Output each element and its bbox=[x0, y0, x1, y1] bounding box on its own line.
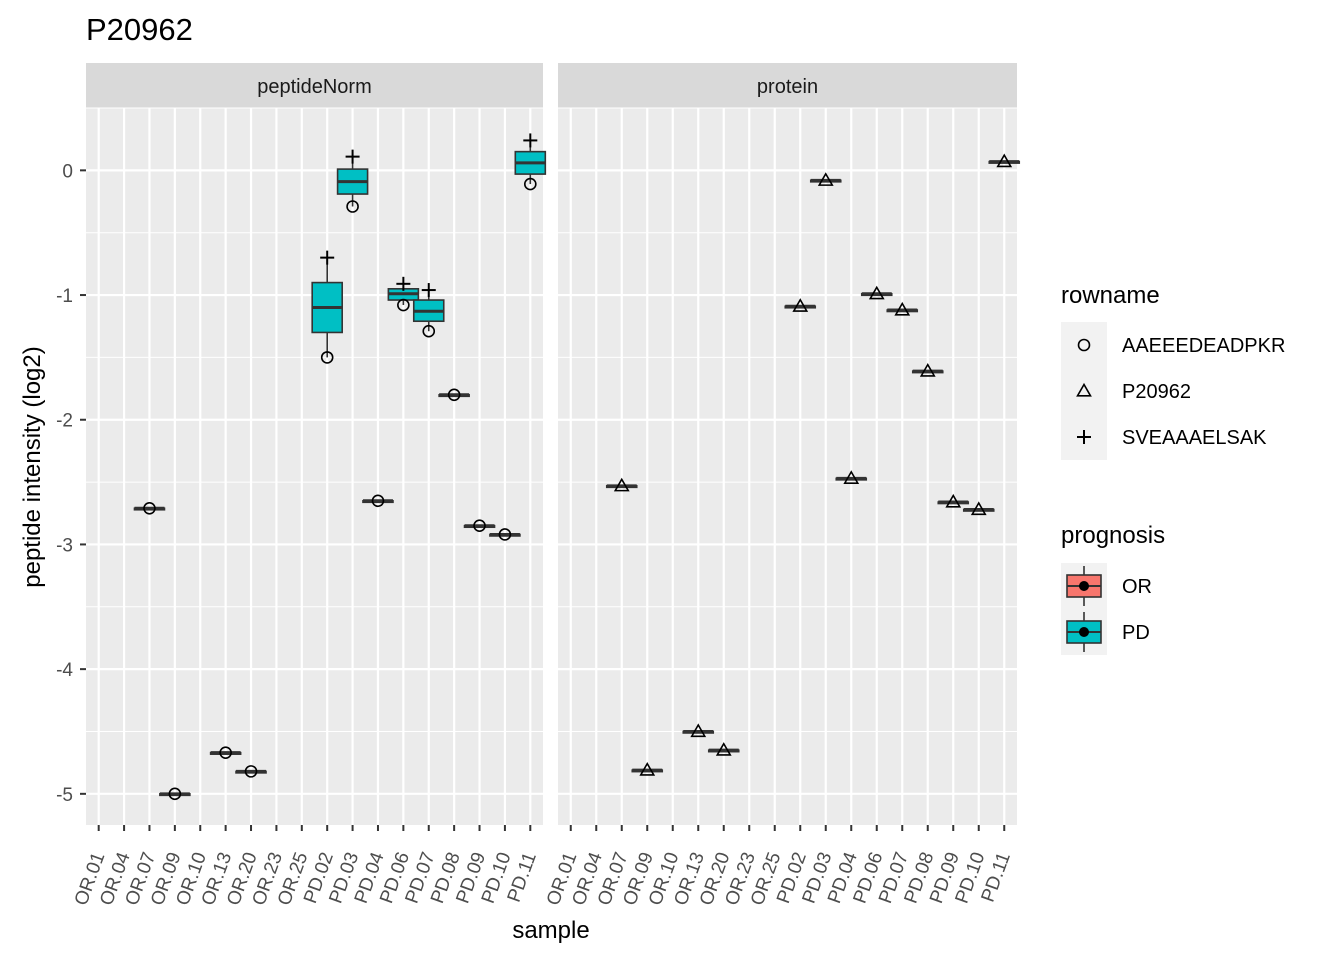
point-P20962 bbox=[690, 723, 707, 738]
legend-rowname-label: AAEEEDEADPKR bbox=[1122, 335, 1285, 357]
box-OR.07 bbox=[133, 501, 166, 515]
point-P20962 bbox=[970, 501, 987, 516]
point-P20962 bbox=[919, 363, 936, 377]
point-AAEEEDEADPKR bbox=[143, 501, 156, 515]
facet-peptideNorm: peptideNormOR.01OR.04OR.07OR.09OR.10OR.1… bbox=[71, 63, 547, 908]
point-P20962 bbox=[868, 285, 885, 300]
box-PD.02 bbox=[311, 250, 343, 364]
box-PD.07 bbox=[412, 283, 445, 338]
box-PD.09 bbox=[937, 493, 970, 508]
point-P20962 bbox=[996, 153, 1013, 168]
point-AAEEEDEADPKR bbox=[219, 746, 232, 759]
box-PD.08 bbox=[438, 388, 470, 402]
box-PD.04 bbox=[362, 494, 394, 508]
box-PD.06 bbox=[387, 276, 420, 312]
point-P20962 bbox=[639, 762, 656, 776]
legend-prognosis-label: PD bbox=[1122, 622, 1150, 644]
legend-rowname-label: P20962 bbox=[1122, 381, 1191, 403]
point-P20962 bbox=[894, 301, 911, 316]
point-P20962 bbox=[792, 298, 809, 312]
point-AAEEEDEADPKR bbox=[168, 787, 182, 801]
box-PD.09 bbox=[463, 519, 496, 533]
legend-key-background bbox=[1061, 368, 1107, 414]
chart-title: P20962 bbox=[86, 12, 193, 47]
point-AAEEEDEADPKR bbox=[473, 519, 486, 533]
panel-background bbox=[558, 108, 1017, 825]
legend-rowname-title: rowname bbox=[1061, 282, 1160, 309]
box-OR.20 bbox=[707, 742, 740, 756]
box-PD.11 bbox=[988, 153, 1021, 168]
y-tick-label: -3 bbox=[56, 535, 73, 556]
legend-prognosis-title: prognosis bbox=[1061, 522, 1165, 549]
box-PD.11 bbox=[514, 133, 547, 191]
box-OR.13 bbox=[209, 746, 242, 759]
point-SVEAAAELSAK bbox=[421, 283, 436, 298]
y-tick-label: -4 bbox=[56, 660, 73, 681]
point-AAEEEDEADPKR bbox=[524, 177, 537, 191]
point-AAEEEDEADPKR bbox=[346, 200, 359, 213]
point-P20962 bbox=[843, 470, 860, 484]
point-AAEEEDEADPKR bbox=[422, 324, 436, 338]
point-P20962 bbox=[715, 742, 732, 756]
facet-strip bbox=[558, 63, 1017, 108]
legend-prognosis-label: OR bbox=[1122, 576, 1152, 598]
legend: rowname AAEEEDEADPKR P20962 SVEAAAELSAK prog… bbox=[1061, 282, 1285, 655]
y-axis-title: peptide intensity (log2) bbox=[19, 346, 46, 587]
point-P20962 bbox=[945, 493, 962, 508]
legend-key-dot bbox=[1079, 581, 1089, 591]
point-SVEAAAELSAK bbox=[345, 149, 360, 164]
box-OR.07 bbox=[605, 477, 638, 492]
point-AAEEEDEADPKR bbox=[371, 494, 385, 508]
facet-strip bbox=[86, 63, 543, 108]
panels: peptideNormOR.01OR.04OR.07OR.09OR.10OR.1… bbox=[71, 63, 1021, 908]
point-SVEAAAELSAK bbox=[523, 133, 538, 148]
legend-rowname-label: SVEAAAELSAK bbox=[1122, 427, 1267, 449]
box-OR.09 bbox=[631, 762, 664, 776]
point-AAEEEDEADPKR bbox=[320, 351, 334, 364]
point-P20962 bbox=[613, 477, 630, 492]
legend-shape-triangle bbox=[1076, 382, 1092, 397]
point-SVEAAAELSAK bbox=[320, 250, 335, 265]
point-P20962 bbox=[817, 172, 834, 186]
y-tick-label: -1 bbox=[56, 286, 73, 307]
y-tick-label: -2 bbox=[56, 411, 73, 432]
box-OR.13 bbox=[682, 723, 715, 738]
y-tick-label: -5 bbox=[56, 785, 73, 806]
box-PD.08 bbox=[911, 363, 944, 377]
facet-strip-label: peptideNorm bbox=[257, 76, 372, 98]
legend-shape-circle bbox=[1077, 338, 1091, 352]
box-PD.03 bbox=[336, 149, 369, 213]
legend-shape-plus bbox=[1077, 430, 1091, 444]
facet-protein: proteinOR.01OR.04OR.07OR.09OR.10OR.13OR.… bbox=[543, 63, 1021, 908]
box-PD.07 bbox=[886, 301, 919, 316]
facet-strip-label: protein bbox=[757, 76, 818, 98]
box-PD.03 bbox=[809, 172, 842, 186]
point-AAEEEDEADPKR bbox=[498, 528, 512, 541]
box-OR.20 bbox=[235, 765, 267, 778]
box-PD.10 bbox=[962, 501, 995, 516]
box-OR.09 bbox=[159, 787, 191, 801]
x-axis-title: sample bbox=[512, 917, 589, 944]
legend-key-dot bbox=[1079, 627, 1089, 637]
box-PD.04 bbox=[835, 470, 868, 484]
point-AAEEEDEADPKR bbox=[244, 765, 258, 778]
point-SVEAAAELSAK bbox=[396, 276, 411, 291]
point-AAEEEDEADPKR bbox=[447, 388, 461, 402]
legend-key-background bbox=[1061, 322, 1107, 368]
y-axis: 0 -1 -2 -3 -4 -5 bbox=[56, 161, 86, 806]
panel-background bbox=[86, 108, 543, 825]
box-PD.06 bbox=[860, 285, 893, 300]
point-AAEEEDEADPKR bbox=[397, 298, 410, 312]
box-PD.02 bbox=[784, 298, 817, 312]
y-tick-label: 0 bbox=[62, 161, 73, 182]
box-PD.10 bbox=[489, 528, 521, 541]
